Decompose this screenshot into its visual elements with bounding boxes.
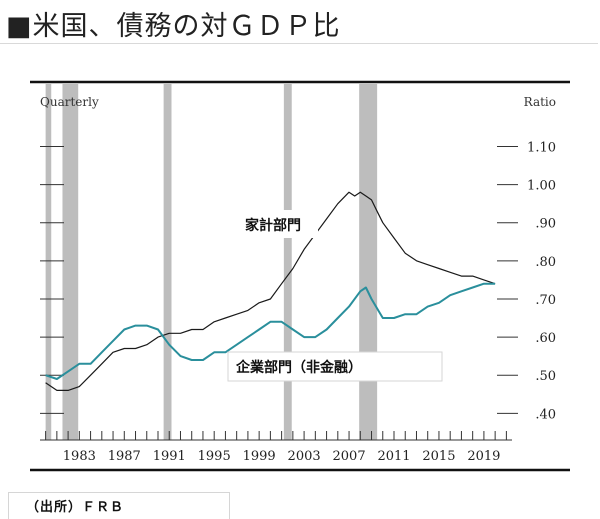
x-tick-label: 2003 bbox=[288, 449, 321, 464]
source-note: （出所）ＦＲＢ bbox=[26, 500, 125, 515]
source-box bbox=[8, 492, 230, 519]
recession-band-1 bbox=[62, 84, 79, 440]
recession-shading bbox=[45, 84, 378, 440]
y-tick-label: .40 bbox=[535, 407, 556, 422]
legend-household-box bbox=[238, 210, 318, 238]
chart-frame bbox=[30, 80, 570, 472]
x-tick-label: 2011 bbox=[377, 449, 410, 464]
y-tick-label: 1.10 bbox=[527, 140, 556, 155]
right-axis-header: Ratio bbox=[524, 95, 556, 109]
x-tick-label: 1991 bbox=[153, 449, 186, 464]
legend-corporate-label: 企業部門（非金融） bbox=[235, 359, 362, 376]
legend-corporate-box bbox=[227, 351, 443, 382]
y-axis-ticks: .40 .50 .60 .70 .80 .90 1.00 1.10 bbox=[40, 140, 556, 422]
legend-household-label: 家計部門 bbox=[245, 217, 301, 234]
recession-band-3 bbox=[283, 84, 292, 440]
x-tick-label: 2007 bbox=[333, 449, 366, 464]
title-box bbox=[0, 0, 598, 44]
x-tick-label: 2019 bbox=[467, 449, 500, 464]
recession-band-4 bbox=[359, 84, 378, 440]
y-tick-label: .60 bbox=[535, 331, 556, 346]
recession-band-0 bbox=[45, 84, 52, 440]
x-tick-label: 1995 bbox=[198, 449, 231, 464]
page-title: ■米国、債務の対ＧＤＰ比 bbox=[6, 11, 341, 42]
x-tick-label: 2015 bbox=[422, 449, 455, 464]
recession-band-2 bbox=[163, 84, 172, 440]
x-axis-ticks: 1983 1987 1991 1995 1999 2003 2007 2011 2015 2019 bbox=[45, 431, 507, 464]
y-tick-label: 1.00 bbox=[527, 179, 556, 194]
corporate-debt-line bbox=[45, 282, 496, 380]
left-axis-header: Quarterly bbox=[40, 95, 99, 109]
legend-corporate: 企業部門（非金融） bbox=[227, 351, 443, 382]
y-tick-label: .80 bbox=[535, 255, 556, 270]
legend-household: 家計部門 bbox=[238, 210, 318, 238]
y-tick-label: .70 bbox=[535, 293, 556, 308]
household-debt-line bbox=[45, 191, 496, 391]
y-tick-label: .90 bbox=[535, 217, 556, 232]
series-lines bbox=[45, 191, 496, 391]
x-tick-label: 1987 bbox=[108, 449, 141, 464]
x-tick-label: 1999 bbox=[243, 449, 276, 464]
x-tick-label: 1983 bbox=[63, 449, 96, 464]
y-tick-label: .50 bbox=[535, 369, 556, 384]
